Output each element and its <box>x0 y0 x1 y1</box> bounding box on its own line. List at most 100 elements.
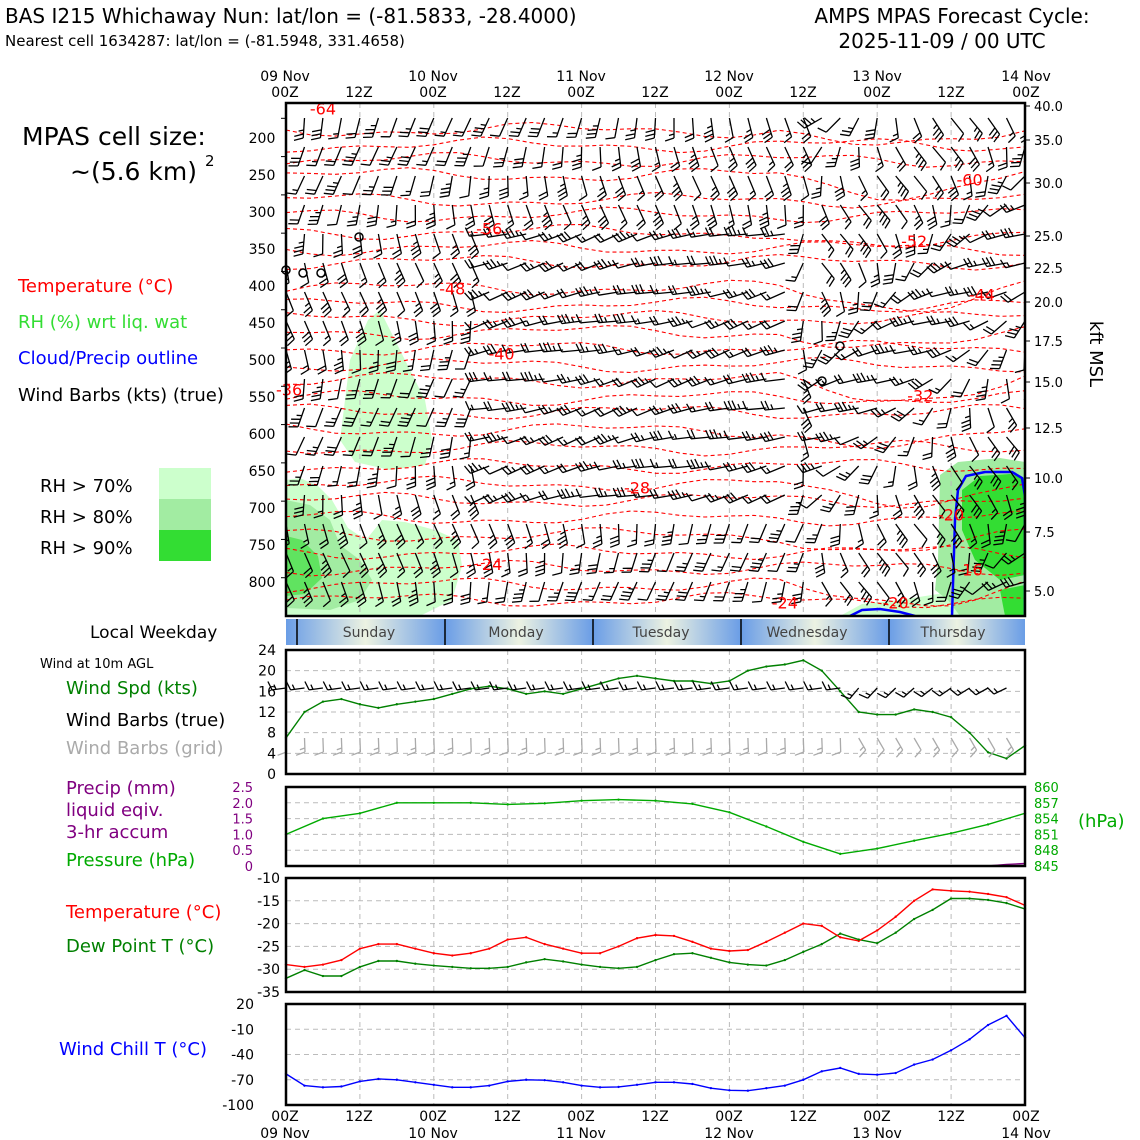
dewpoint-point <box>451 965 454 969</box>
wind-barb <box>327 204 343 226</box>
wind-barb <box>722 288 749 299</box>
wind-barb <box>337 262 349 289</box>
legend-temperature: Temperature (°C) <box>17 276 173 297</box>
windchill-point <box>876 1073 879 1076</box>
wind-barb <box>986 407 995 434</box>
wind-barb <box>674 552 694 572</box>
wind-barb <box>796 117 823 129</box>
wind-barb <box>639 552 657 573</box>
wind-barb <box>310 378 324 402</box>
wind-barb <box>951 378 971 398</box>
wind-barb <box>793 465 804 490</box>
level-marker <box>298 268 308 278</box>
wind-barb <box>361 436 380 457</box>
wind-barb <box>834 175 846 201</box>
wind-barb-true <box>562 681 582 691</box>
wind-barb <box>987 494 999 520</box>
wind-barb <box>562 204 572 231</box>
wind-barb-true <box>285 681 305 691</box>
wind-barb-true <box>636 681 656 691</box>
wind-barb <box>578 175 588 202</box>
wind-barb <box>830 523 841 548</box>
wind-barb <box>340 291 351 318</box>
top-hour-2: 00Z <box>419 85 446 101</box>
pressure-tick: 600 <box>249 427 276 443</box>
wind-barb-true <box>359 681 379 691</box>
wind-barb <box>892 233 903 260</box>
wind-barb <box>501 465 527 475</box>
wind-barb <box>376 523 387 550</box>
wind-barb <box>840 117 860 137</box>
wind-barb <box>352 494 363 520</box>
wind-barb <box>980 523 991 549</box>
wind-barb <box>572 146 583 171</box>
wind-barb <box>889 316 915 328</box>
wind-barb <box>368 349 380 374</box>
wind-barb <box>667 402 693 414</box>
wind-barb <box>470 523 480 550</box>
pressure-point <box>986 823 990 826</box>
rh80-swatch <box>159 499 211 530</box>
wind-barb <box>791 320 804 344</box>
lower-panels: 0481216202400.51.01.52.02.58458488518548… <box>222 643 1059 1114</box>
wind-barb <box>300 523 310 549</box>
wind-barb <box>500 435 527 445</box>
wind-barb <box>501 371 527 382</box>
temperature-contour-label: -60 <box>957 171 983 190</box>
temperature-point <box>894 915 897 918</box>
wind-barb-true <box>470 681 490 691</box>
windchill-point <box>672 1081 676 1084</box>
wind-barb <box>825 320 841 342</box>
wind-barb <box>452 378 472 398</box>
wind-barb <box>524 523 534 550</box>
wind-barb <box>537 404 564 415</box>
wind-barb <box>416 117 435 138</box>
wind-barb <box>373 494 383 520</box>
wind-barb <box>667 349 693 359</box>
wind-barb <box>999 576 1025 588</box>
wind-barb <box>987 175 1008 195</box>
wind-barb <box>839 204 852 230</box>
wind-barb <box>557 342 582 353</box>
wind-speed-point <box>340 697 343 701</box>
wind-barb <box>793 204 804 229</box>
wind-barb <box>1005 465 1019 491</box>
wind-barb <box>385 349 398 373</box>
wind-barb <box>432 494 442 521</box>
temperature-point <box>432 952 435 955</box>
wind-barb <box>741 372 767 384</box>
wind-speed-tick: 0 <box>267 767 276 783</box>
wind-barb <box>519 435 545 446</box>
wind-barb-true <box>858 687 878 699</box>
wind-speed-point <box>617 677 620 680</box>
wind-barb-true <box>581 681 601 691</box>
cell-size-label: MPAS cell size: <box>22 122 206 151</box>
temperature-contour-label: -20 <box>883 593 909 612</box>
wind-speed-tick: 24 <box>258 643 276 659</box>
temperature-point <box>340 958 343 962</box>
cloud-outline-low <box>849 607 916 616</box>
weekday-strip: Sunday Monday Tuesday Wednesday Thursday <box>286 619 1025 645</box>
wind-speed-point <box>839 690 842 693</box>
temperature-point <box>968 890 971 893</box>
wind-barb <box>817 117 841 133</box>
wind-barb <box>575 286 601 298</box>
wind-barb <box>876 581 890 607</box>
wind-barb <box>355 581 367 608</box>
wind-barb <box>293 494 306 518</box>
wind-barb <box>895 204 908 230</box>
height-tick: 22.5 <box>1034 262 1063 277</box>
wind-barb <box>741 320 767 330</box>
wind-barb <box>765 146 776 173</box>
wind-barb <box>593 377 619 387</box>
wind-barb <box>574 261 601 272</box>
wind-barb-true <box>378 681 397 691</box>
wind-barb <box>870 343 896 355</box>
weekday-wednesday: Wednesday <box>766 625 847 641</box>
wind-barb-true <box>415 681 434 691</box>
wind-speed-point <box>377 706 380 710</box>
wind-barb <box>981 230 1007 241</box>
temperature-point <box>395 942 399 946</box>
wind-barb <box>467 494 480 521</box>
temperature-point <box>949 889 953 892</box>
